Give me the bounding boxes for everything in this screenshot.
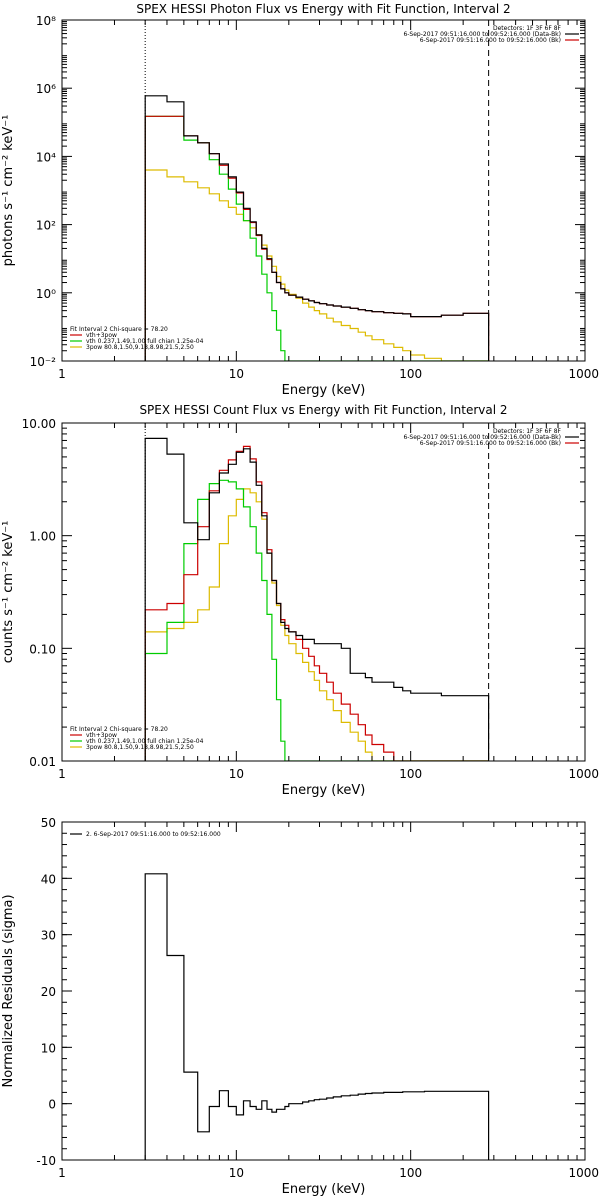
series-residuals — [144, 873, 490, 1160]
legend-entry: vth+3pow — [86, 732, 117, 739]
legend-entry: vth 0.237,1.49,1.00 full chian 1.25e-04 — [86, 338, 204, 345]
y-tick-label: 10² — [36, 219, 56, 233]
y-axis: 0.01 0.10 1.00 10.00 — [22, 417, 585, 769]
x-tick-label: 10 — [229, 1166, 244, 1180]
legend-entry: Fit Interval 2 Chi-square = 78.20 — [70, 326, 168, 333]
series-vth-3pow — [144, 115, 490, 361]
plot-frame — [61, 19, 586, 362]
legend-entry: 2. 6-Sep-2017 09:51:16.000 to 09:52:16.0… — [86, 831, 221, 838]
x-tick-label: 1000 — [568, 367, 599, 381]
x-tick-label: 100 — [399, 1166, 422, 1180]
legend-entry: 6-Sep-2017 09:51:16.000 to 09:52:16.000 … — [420, 37, 561, 44]
photon-flux-panel: SPEX HESSI Photon Flux vs Energy with Fi… — [1, 2, 599, 398]
x-tick-label: 1 — [58, 767, 66, 781]
series-group — [144, 95, 490, 361]
x-tick-label: 1000 — [568, 1166, 599, 1180]
x-axis: 1 10 100 1000 — [58, 20, 599, 381]
y-tick-label: 0.01 — [29, 755, 56, 769]
x-axis-label: Energy (keV) — [282, 383, 366, 398]
x-axis: 1 10 100 1000 — [58, 822, 599, 1180]
legend-entry: Fit Interval 2 Chi-square = 78.20 — [70, 726, 168, 733]
chart-title: SPEX HESSI Photon Flux vs Energy with Fi… — [136, 2, 510, 16]
series-vth-3pow — [144, 445, 489, 761]
y-tick-label: 40 — [41, 872, 56, 886]
x-tick-label: 100 — [399, 367, 422, 381]
x-axis: 1 10 100 1000 — [58, 423, 599, 781]
y-axis-label: counts s⁻¹ cm⁻² keV⁻¹ — [1, 521, 16, 664]
y-tick-label: 10⁸ — [36, 14, 56, 28]
y-axis-label: Normalized Residuals (sigma) — [1, 894, 16, 1087]
x-tick-label: 1 — [58, 1166, 66, 1180]
legend-entry: 3pow 80.8,1.50,9.18,8.98,21.5,2.50 — [86, 744, 194, 751]
count-flux-panel: SPEX HESSI Count Flux vs Energy with Fit… — [1, 403, 599, 798]
y-axis: -10 0 10 20 30 40 50 — [36, 816, 585, 1168]
y-tick-label: 10 — [41, 1041, 56, 1055]
legend-right: Detectors: 1F 3F 6F 8F6-Sep-2017 09:51:1… — [403, 25, 579, 44]
x-tick-label: 10 — [229, 767, 244, 781]
x-tick-label: 10 — [229, 367, 244, 381]
y-tick-label: 50 — [41, 816, 56, 830]
y-axis-label: photons s⁻¹ cm⁻² keV⁻¹ — [1, 115, 16, 267]
x-axis-label: Energy (keV) — [282, 783, 366, 798]
plot-frame — [61, 821, 586, 1161]
plot-frame — [61, 422, 586, 762]
series-data-bk — [144, 437, 490, 761]
x-tick-label: 1000 — [568, 767, 599, 781]
series-vth — [144, 479, 489, 761]
legend-entry: 6-Sep-2017 09:51:16.000 to 09:52:16.000 … — [403, 434, 561, 441]
x-tick-label: 1 — [58, 367, 66, 381]
y-tick-label: 20 — [41, 985, 56, 999]
y-tick-label: 10⁻² — [30, 355, 57, 369]
y-tick-label: 1.00 — [29, 530, 56, 544]
chart-title: SPEX HESSI Count Flux vs Energy with Fit… — [139, 403, 507, 417]
y-tick-label: 10⁶ — [36, 82, 56, 96]
legend-entry: Detectors: 1F 3F 6F 8F — [493, 428, 562, 435]
y-tick-label: 10.00 — [22, 417, 56, 431]
x-axis-label: Energy (keV) — [282, 1182, 366, 1197]
y-tick-label: 0.10 — [29, 642, 56, 656]
legend-entry: Detectors: 1F 3F 6F 8F — [493, 25, 562, 32]
legend-entry: 3pow 80.8,1.50,9.18,8.98,21.5,2.50 — [86, 344, 194, 351]
legend-left: Fit Interval 2 Chi-square = 78.20vth+3po… — [70, 326, 204, 351]
y-tick-label: 10⁴ — [36, 150, 56, 164]
legend-right: Detectors: 1F 3F 6F 8F6-Sep-2017 09:51:1… — [403, 428, 579, 447]
y-tick-label: 10⁰ — [36, 287, 56, 301]
legend-left: Fit Interval 2 Chi-square = 78.20vth+3po… — [70, 726, 204, 751]
y-tick-label: 0 — [48, 1098, 56, 1112]
residuals-panel: 1 10 100 1000 Energy (keV) -10 0 10 20 30 40 50 Norm… — [1, 816, 599, 1197]
y-tick-label: 30 — [41, 929, 56, 943]
series-data-bk — [144, 95, 490, 361]
series-group — [144, 437, 490, 761]
legend-entry: vth+3pow — [86, 332, 117, 339]
y-axis: 10⁻² 10⁰ 10² 10⁴ 10⁶ 10⁸ — [30, 14, 585, 369]
legend-entry: 6-Sep-2017 09:51:16.000 to 09:52:16.000 … — [420, 440, 561, 447]
y-tick-label: -10 — [36, 1154, 56, 1168]
legend-entry: 6-Sep-2017 09:51:16.000 to 09:52:16.000 … — [403, 31, 561, 38]
series-group — [144, 873, 490, 1160]
series-3pow — [144, 488, 489, 761]
series-vth — [144, 115, 489, 361]
x-tick-label: 100 — [399, 767, 422, 781]
series-3pow — [144, 169, 489, 361]
legend-left: 2. 6-Sep-2017 09:51:16.000 to 09:52:16.0… — [70, 831, 221, 838]
legend-entry: vth 0.237,1.49,1.00 full chian 1.25e-04 — [86, 738, 204, 745]
